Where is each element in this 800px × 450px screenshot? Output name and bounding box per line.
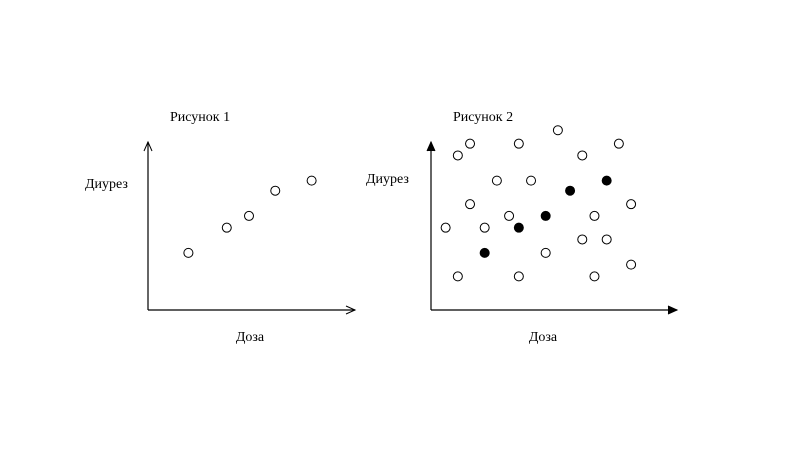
point xyxy=(465,199,476,210)
point xyxy=(589,271,600,282)
y-arrow xyxy=(426,140,436,152)
point xyxy=(513,271,524,282)
point xyxy=(479,247,490,258)
point xyxy=(577,150,588,161)
point xyxy=(601,175,612,186)
x-axis-label: Доза xyxy=(236,330,265,345)
point xyxy=(626,199,637,210)
point xyxy=(613,138,624,149)
point xyxy=(221,222,232,233)
point xyxy=(526,175,537,186)
point xyxy=(244,210,254,221)
y-axis-label: Диурез xyxy=(85,177,128,192)
point xyxy=(465,138,476,149)
x-arrow xyxy=(345,305,357,315)
chart-title: Рисунок 1 xyxy=(170,110,230,125)
point xyxy=(504,210,515,221)
point xyxy=(589,210,600,221)
x-arrow xyxy=(667,305,679,315)
x-axis-label: Доза xyxy=(529,330,558,345)
point xyxy=(601,234,612,245)
point xyxy=(626,259,637,270)
point xyxy=(491,175,502,186)
point xyxy=(552,125,563,136)
point xyxy=(270,185,281,196)
point xyxy=(183,247,194,258)
point xyxy=(479,222,490,233)
point xyxy=(440,222,451,233)
point xyxy=(306,175,317,186)
point xyxy=(565,185,576,196)
y-axis-label: Диурез xyxy=(366,172,409,187)
point xyxy=(452,271,463,282)
point xyxy=(513,222,524,233)
point xyxy=(577,234,588,245)
y-arrow xyxy=(143,140,153,152)
point xyxy=(452,150,463,161)
point xyxy=(513,138,524,149)
point xyxy=(540,210,551,221)
chart-title: Рисунок 2 xyxy=(453,110,513,125)
point xyxy=(540,247,551,258)
